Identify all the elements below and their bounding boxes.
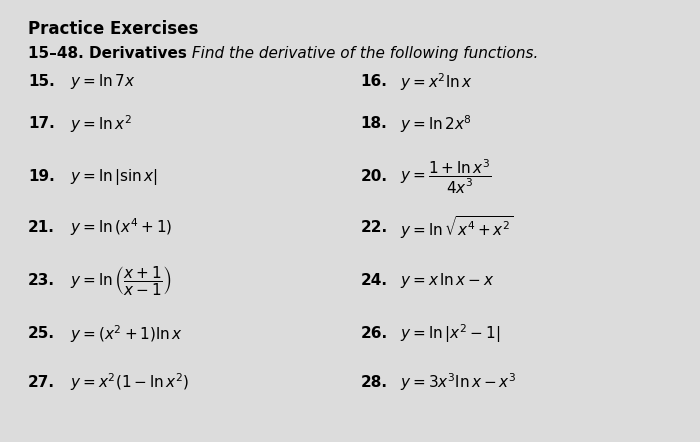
Text: $y = \mathrm{ln}\,|x^2 - 1|$: $y = \mathrm{ln}\,|x^2 - 1|$ [400,322,500,345]
Text: 15.: 15. [28,74,55,89]
Text: 15–48. Derivatives: 15–48. Derivatives [28,46,187,61]
Text: 17.: 17. [28,116,55,131]
Text: $y = \mathrm{ln}\,|\mathrm{sin}\, x|$: $y = \mathrm{ln}\,|\mathrm{sin}\, x|$ [70,167,158,187]
Text: $y = x^2(1 - \mathrm{ln}\, x^2)$: $y = x^2(1 - \mathrm{ln}\, x^2)$ [70,371,190,393]
Text: $y = x^2 \mathrm{ln}\, x$: $y = x^2 \mathrm{ln}\, x$ [400,71,473,93]
Text: 27.: 27. [28,375,55,390]
Text: 26.: 26. [360,326,388,341]
Text: 23.: 23. [28,273,55,288]
Text: 25.: 25. [28,326,55,341]
Text: $y = x\, \mathrm{ln}\, x - x$: $y = x\, \mathrm{ln}\, x - x$ [400,271,496,290]
Text: 20.: 20. [360,169,388,184]
Text: Find the derivative of the following functions.: Find the derivative of the following fun… [187,46,538,61]
Text: $y = \mathrm{ln}\, 7x$: $y = \mathrm{ln}\, 7x$ [70,72,135,91]
Text: 18.: 18. [360,116,387,131]
Text: 24.: 24. [360,273,388,288]
Text: 19.: 19. [28,169,55,184]
Text: 21.: 21. [28,220,55,235]
Text: 28.: 28. [360,375,388,390]
Text: $y = \mathrm{ln}\, (x^4 + 1)$: $y = \mathrm{ln}\, (x^4 + 1)$ [70,217,172,239]
Text: $y = \dfrac{1 + \mathrm{ln}\, x^3}{4x^3}$: $y = \dfrac{1 + \mathrm{ln}\, x^3}{4x^3}… [400,158,492,196]
Text: 22.: 22. [360,220,388,235]
Text: $y = 3x^3 \mathrm{ln}\, x - x^3$: $y = 3x^3 \mathrm{ln}\, x - x^3$ [400,371,517,393]
Text: $y = \mathrm{ln}\, x^2$: $y = \mathrm{ln}\, x^2$ [70,113,132,135]
Text: $y = \mathrm{ln}\, \left(\dfrac{x+1}{x-1}\right)$: $y = \mathrm{ln}\, \left(\dfrac{x+1}{x-1… [70,264,172,297]
Text: Practice Exercises: Practice Exercises [28,20,198,38]
Text: $y = (x^2 + 1)\mathrm{ln}\, x$: $y = (x^2 + 1)\mathrm{ln}\, x$ [70,323,183,345]
Text: 16.: 16. [360,74,387,89]
Text: $y = \mathrm{ln}\, \sqrt{x^4 + x^2}$: $y = \mathrm{ln}\, \sqrt{x^4 + x^2}$ [400,214,514,241]
Text: $y = \mathrm{ln}\, 2x^8$: $y = \mathrm{ln}\, 2x^8$ [400,113,473,135]
